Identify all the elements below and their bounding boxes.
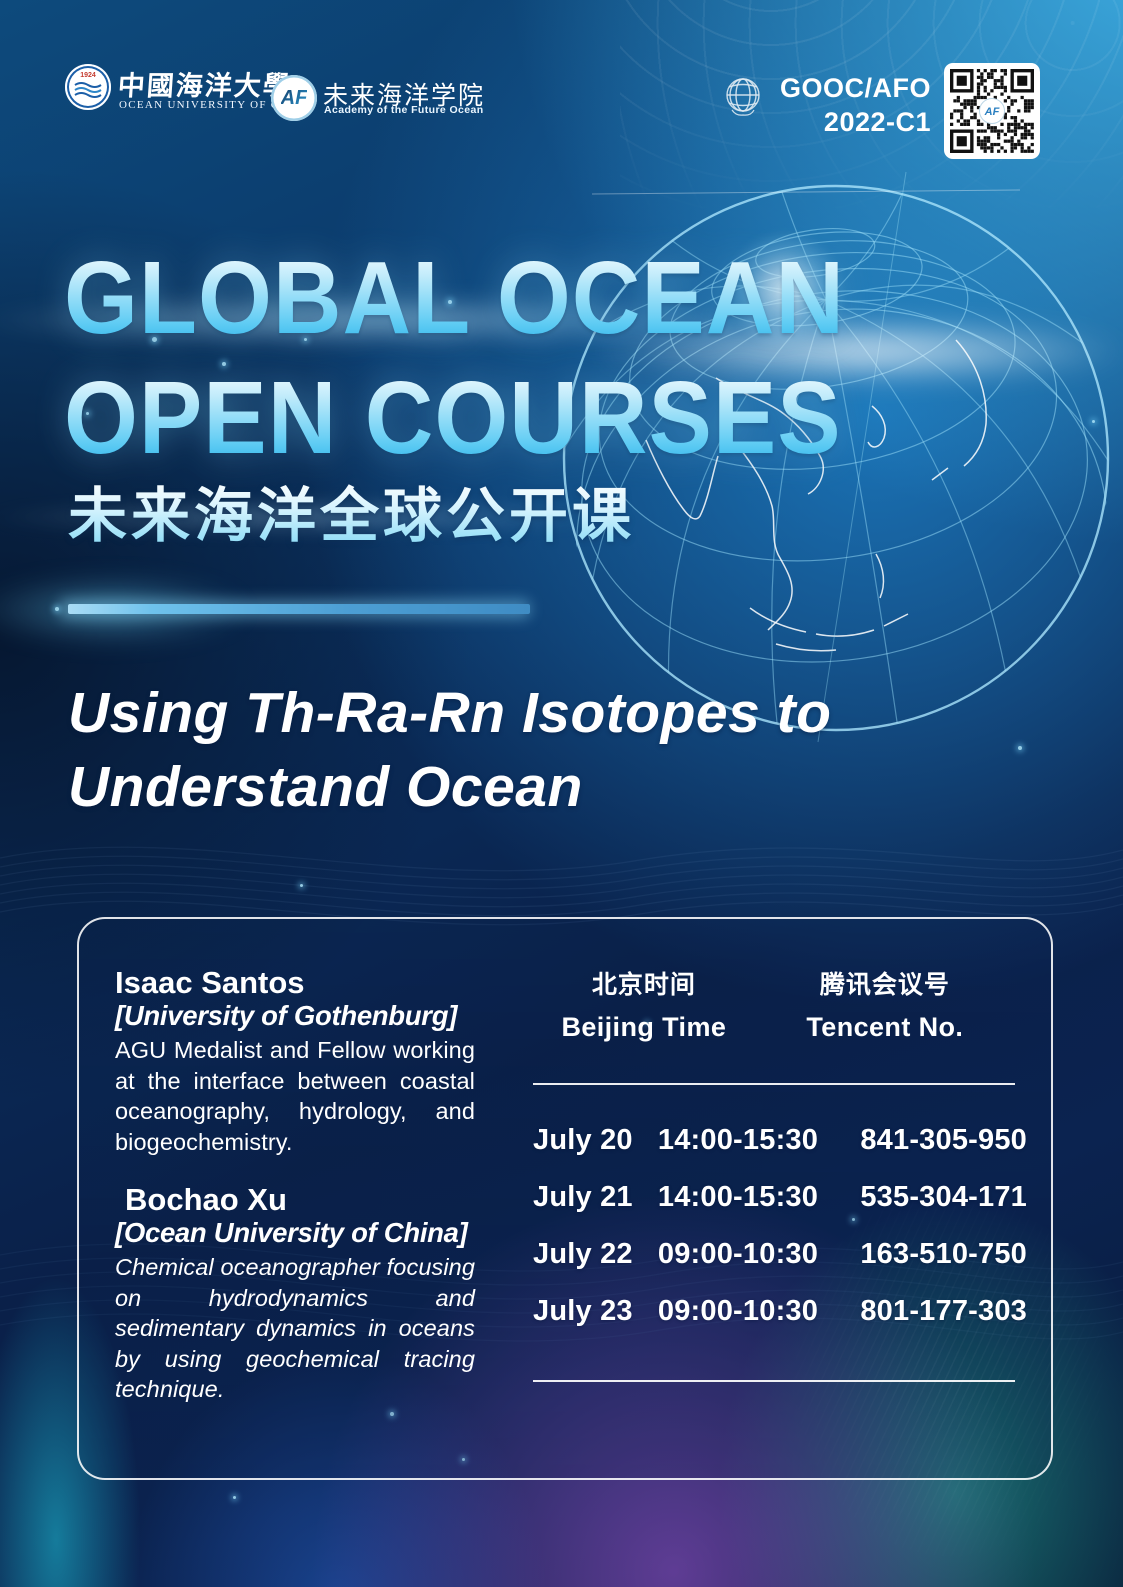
time-header-cjk: 北京时间 <box>591 971 696 999</box>
speaker-bio: AGU Medalist and Fellow working at the i… <box>115 1037 475 1155</box>
speaker-affiliation: [University of Gothenburg] <box>115 1000 458 1031</box>
session-meeting-no: 801-177-303 <box>860 1295 1027 1327</box>
schedule-divider-bottom <box>533 1380 1015 1382</box>
session-time: 09:00-10:30 <box>657 1238 819 1270</box>
session-time: 09:00-10:30 <box>657 1295 819 1327</box>
qr-code: AF <box>944 63 1040 159</box>
course-title-line2: Understand Ocean <box>68 755 583 819</box>
ouc-name-cjk: 中國海洋大學 <box>116 71 293 102</box>
course-title-line1: Using Th-Ra-Rn Isotopes to <box>68 681 832 745</box>
session-date: July 21 <box>533 1181 633 1213</box>
info-card: Isaac Santos [University of Gothenburg] … <box>77 917 1053 1480</box>
session-meeting-no: 535-304-171 <box>860 1181 1027 1213</box>
divider-line <box>68 604 530 614</box>
schedule-panel: 北京时间 Beijing Time 腾讯会议号 Tencent No. July… <box>533 969 1027 1382</box>
schedule-divider-top <box>533 1083 1015 1085</box>
session-date: July 20 <box>533 1124 633 1156</box>
meeting-header-en: Tencent No. <box>806 1012 964 1042</box>
speaker-block: Isaac Santos [University of Gothenburg] … <box>115 965 475 1157</box>
session-meeting-no: 841-305-950 <box>860 1124 1027 1156</box>
schedule-rows: July 20 14:00-15:30 841-305-950 July 21 … <box>533 1124 1027 1352</box>
svg-text:AF: AF <box>984 106 1000 118</box>
hatch-texture <box>580 1120 1123 1580</box>
meeting-header-cjk: 腾讯会议号 <box>819 971 950 999</box>
session-meeting-no: 163-510-750 <box>860 1238 1027 1270</box>
session-date: July 23 <box>533 1295 633 1327</box>
afo-name-cjk: 未来海洋学院 <box>323 82 486 110</box>
schedule-headers: 北京时间 Beijing Time 腾讯会议号 Tencent No. <box>533 969 1015 1044</box>
schedule-row: July 23 09:00-10:30 801-177-303 <box>533 1295 1027 1352</box>
speaker-affiliation: [Ocean University of China] <box>115 1217 468 1248</box>
speaker-name: Bochao Xu <box>125 1182 287 1217</box>
schedule-row: July 22 09:00-10:30 163-510-750 <box>533 1238 1027 1295</box>
speaker-name: Isaac Santos <box>115 965 305 1000</box>
session-time: 14:00-15:30 <box>657 1124 819 1156</box>
session-date: July 22 <box>533 1238 633 1270</box>
meeting-column-header: 腾讯会议号 Tencent No. <box>755 969 1015 1044</box>
subtitle-cjk: 未来海洋全球公开课 <box>68 468 635 553</box>
globe-icon <box>726 78 760 116</box>
ouc-name-en: OCEAN UNIVERSITY OF CHINA <box>119 99 313 111</box>
speaker-bio: Chemical oceanographer focusing on hydro… <box>115 1254 475 1402</box>
program-code-line2: 2022-C1 <box>823 107 931 137</box>
time-column-header: 北京时间 Beijing Time <box>533 969 755 1044</box>
afo-name-en: Academy of the Future Ocean <box>324 104 484 116</box>
speakers-panel: Isaac Santos [University of Gothenburg] … <box>115 965 475 1405</box>
program-code-line1: GOOC/AFO <box>780 73 931 103</box>
afo-badge-label: AF <box>280 86 308 109</box>
program-code: GOOC/AFO 2022-C1 <box>735 74 931 137</box>
speaker-block: Bochao Xu [Ocean University of China] Ch… <box>115 1182 475 1405</box>
ouc-emblem-year: 1924 <box>80 72 96 79</box>
main-title-line1: GLOBAL OCEAN <box>64 239 846 356</box>
schedule-row: July 21 14:00-15:30 535-304-171 <box>533 1181 1027 1238</box>
afo-badge-icon: AF <box>271 75 317 121</box>
time-header-en: Beijing Time <box>561 1012 727 1042</box>
ouc-emblem-icon: 1924 <box>65 64 111 110</box>
main-title-line2: OPEN COURSES <box>64 359 842 476</box>
session-time: 14:00-15:30 <box>657 1181 819 1213</box>
schedule-row: July 20 14:00-15:30 841-305-950 <box>533 1124 1027 1181</box>
